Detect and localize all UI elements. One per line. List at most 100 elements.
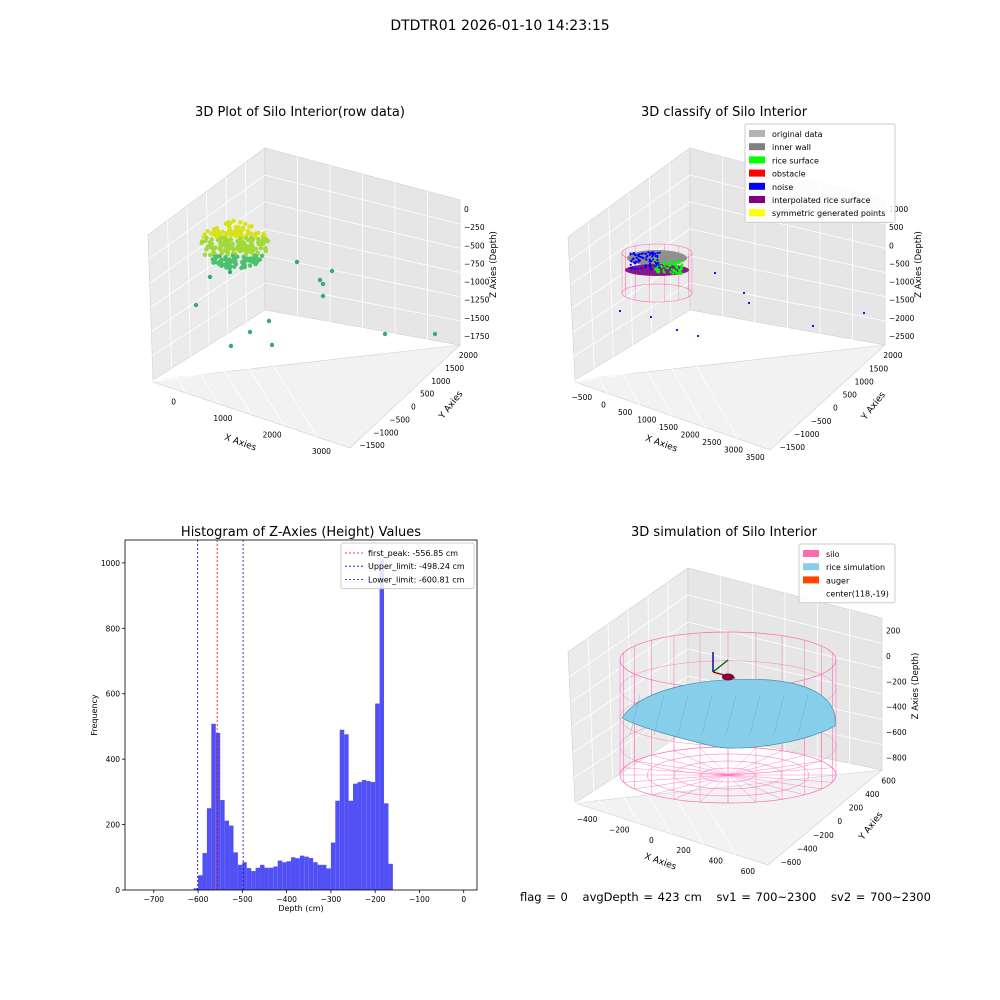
z-tick-label: −800 [886,753,907,762]
x-tick-label: 3000 [724,446,743,455]
noise-point [656,259,658,261]
z-tick-label: −600 [886,728,907,737]
legend-entry: original data [772,130,823,139]
histogram-bar [207,808,211,890]
x-axis-label: Depth (cm) [278,904,323,913]
rice-surface-point [665,263,667,265]
noise-point [638,253,640,255]
data-point [212,232,216,236]
data-point [248,330,252,334]
histogram-bar [264,868,268,890]
noise-point [647,251,649,253]
rice-surface-point [681,265,683,267]
data-point [240,240,244,244]
histogram-bar [357,782,361,890]
data-point [212,251,216,255]
chart-title: 3D Plot of Silo Interior(row data) [195,105,405,120]
histogram-bar [256,868,260,890]
x-tick-label: −600 [188,895,209,904]
rice-surface-point [661,266,663,268]
y-tick-label: 1000 [101,559,120,568]
noise-point [636,257,638,259]
data-point [203,253,207,257]
flag-readout: flag = 0 [520,890,568,904]
noise-point [651,253,653,255]
y-tick-label: 400 [865,790,880,799]
x-tick-label: −100 [409,895,430,904]
y-tick-label: −500 [811,417,832,426]
data-point [256,231,260,235]
y-tick-label: 0 [833,404,838,413]
z-tick-label: −2000 [889,314,915,323]
data-point [239,233,243,237]
silo-floor-wire [728,761,822,775]
legend-swatch [803,563,819,570]
data-point [249,224,253,228]
histogram-bar [220,800,224,890]
data-point [243,222,247,226]
y-tick-label: 200 [849,804,864,813]
rice-surface-point [679,269,681,271]
data-point [256,240,260,244]
x-tick-label: −400 [276,895,297,904]
data-point [245,249,249,253]
legend-entry: rice simulation [826,563,885,572]
chart-title: 3D simulation of Silo Interior [631,525,818,540]
y-tick-label: 400 [106,755,121,764]
noise-point [644,252,646,254]
data-point [248,263,252,267]
rice-surface-point [657,272,659,274]
noise-point [748,302,750,304]
noise-point [630,253,632,255]
data-point [212,260,216,264]
data-point [318,278,322,282]
legend-swatch [749,183,765,190]
z-tick-label: −1500 [464,314,490,323]
data-point [204,236,208,240]
data-point [224,265,228,269]
histogram-bar [269,868,273,890]
data-point [208,275,212,279]
legend-entry: center(118,-19) [826,590,889,599]
y-tick-label: 2000 [883,351,902,360]
z-tick-label: −500 [464,241,485,250]
legend-entry: noise [772,183,793,192]
data-point [330,269,334,273]
rice-surface-point [669,271,671,273]
silo-floor-wire [634,775,728,789]
y-tick-label: −1500 [359,441,385,450]
data-point [295,260,299,264]
data-point [216,238,220,242]
z-tick-label: 0 [889,241,894,250]
noise-point [812,325,814,327]
x-tick-label: 1500 [659,423,678,432]
histogram-bar [295,858,299,890]
noise-point [649,263,651,265]
histogram-bar [287,861,291,890]
noise-point [649,258,651,260]
data-point [259,246,263,250]
noise-point [676,329,678,331]
noise-point [633,261,635,263]
noise-point [644,266,646,268]
data-point [383,332,387,336]
rice-surface-point [670,264,672,266]
y-tick-label: 1000 [431,377,450,386]
data-point [433,332,437,336]
data-point [208,242,212,246]
histogram-bar [278,861,282,890]
y-tick-label: −600 [781,858,802,867]
noise-point [630,260,632,262]
y-axis-label: Y Axies [437,389,466,422]
data-point [249,231,253,235]
y-axis-label: Frequency [90,694,99,736]
histogram-bar [331,843,335,890]
z-tick-label: −1000 [889,278,915,287]
y-tick-label: −500 [389,415,410,424]
noise-point [631,258,633,260]
data-point [222,236,226,240]
rice-surface-point [664,271,666,273]
rice-surface-point [675,266,677,268]
x-tick-label: 400 [709,857,724,866]
plot-frame [125,540,477,890]
